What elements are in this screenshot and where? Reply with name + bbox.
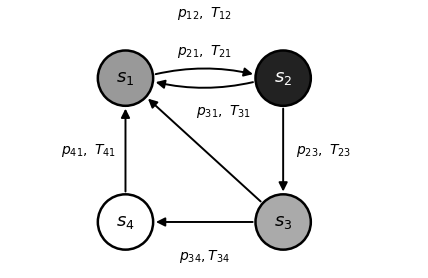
Text: $p_{41},\ T_{41}$: $p_{41},\ T_{41}$ [61,142,116,158]
Text: $p_{21},\ T_{21}$: $p_{21},\ T_{21}$ [177,43,232,60]
Text: $p_{12},\ T_{12}$: $p_{12},\ T_{12}$ [177,5,232,22]
Circle shape [98,51,153,106]
FancyArrowPatch shape [158,81,253,88]
Text: $p_{31},\ T_{31}$: $p_{31},\ T_{31}$ [196,103,251,120]
FancyArrowPatch shape [158,219,253,225]
Text: $s_3$: $s_3$ [274,213,292,231]
FancyArrowPatch shape [156,68,251,76]
Text: $s_2$: $s_2$ [274,69,292,87]
Text: $p_{34},T_{34}$: $p_{34},T_{34}$ [179,248,230,265]
Text: $s_4$: $s_4$ [116,213,135,231]
Circle shape [256,194,311,250]
FancyArrowPatch shape [149,100,261,202]
FancyArrowPatch shape [122,111,129,192]
Circle shape [256,51,311,106]
Circle shape [98,194,153,250]
Text: $s_1$: $s_1$ [116,69,135,87]
FancyArrowPatch shape [279,109,287,189]
Text: $p_{23},\ T_{23}$: $p_{23},\ T_{23}$ [296,142,351,158]
